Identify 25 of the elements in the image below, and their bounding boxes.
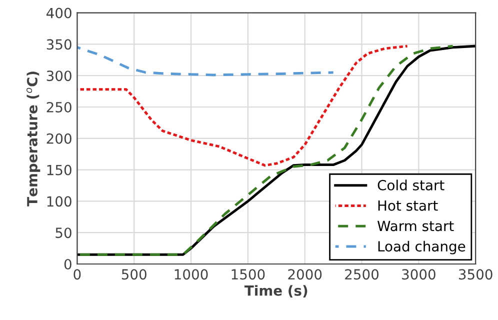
x-tick-label: 500 xyxy=(122,269,146,280)
legend-label: Load change xyxy=(378,240,466,254)
legend-label: Cold start xyxy=(378,180,444,190)
x-tick-label: 2000 xyxy=(288,269,322,280)
line-series xyxy=(77,46,335,76)
y-tick-label: 50 xyxy=(56,228,72,238)
y-tick-label: 200 xyxy=(46,133,72,144)
y-tick-label: 0 xyxy=(64,258,72,270)
y-tick-label: 350 xyxy=(46,39,72,50)
y-tick-label: 300 xyxy=(46,70,72,82)
x-tick-label: 1500 xyxy=(232,269,265,280)
x-tick-label: 1000 xyxy=(174,269,208,280)
x-tick-label: 0 xyxy=(74,269,81,280)
legend-label: Hot start xyxy=(378,200,438,211)
y-tick-label: 150 xyxy=(47,164,72,176)
x-tick-label: 3500 xyxy=(458,269,492,280)
y-axis-title: Temperature ($^{o}$C) xyxy=(26,72,40,206)
y-tick-label: 100 xyxy=(47,196,72,207)
x-axis-title: Time (s) xyxy=(244,285,308,298)
x-tick-label: 2500 xyxy=(345,269,379,280)
line-series xyxy=(77,44,409,167)
y-tick-label: 400 xyxy=(46,8,72,18)
legend-label: Warm start xyxy=(377,220,454,232)
y-tick-label: 250 xyxy=(46,102,72,112)
x-tick-label: 3000 xyxy=(402,269,436,280)
